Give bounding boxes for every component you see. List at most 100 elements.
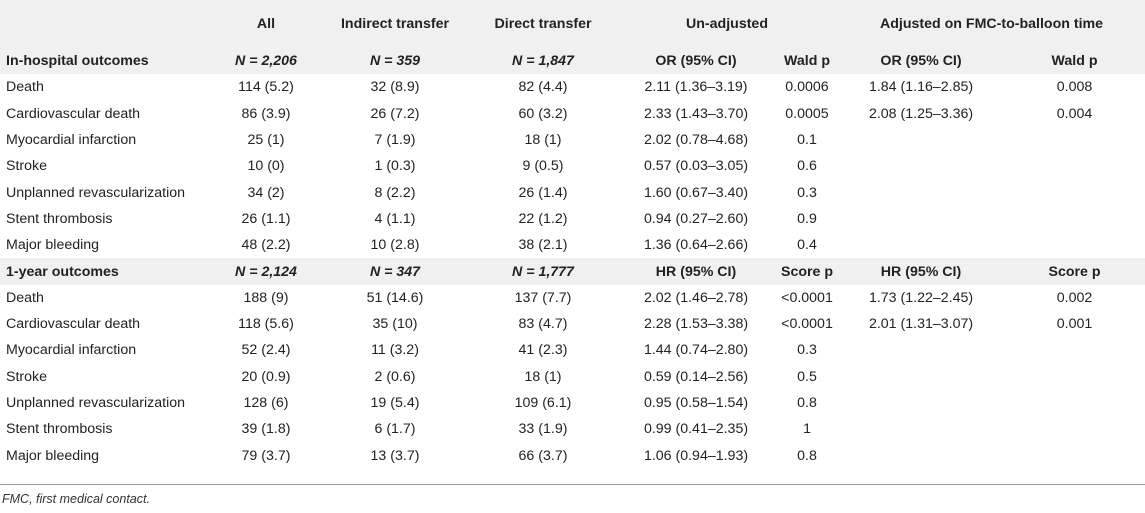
cell-unadj-p: 0.3 [797,342,817,359]
cell-all: 114 (5.2) [238,79,294,96]
cell-adj-est: 1.84 (1.16–2.85) [868,79,974,96]
section-title: 1-year outcomes [6,263,119,280]
cell-adj-p: 0.002 [1056,289,1093,306]
cell-all: 39 (1.8) [241,421,291,438]
table-header-row: All Indirect transfer Direct transfer Un… [0,0,1145,48]
cell-indirect: 35 (10) [372,316,418,333]
cell-indirect: 19 (5.4) [370,395,420,411]
row-label: Cardiovascular death [6,105,141,122]
cell-adj-est: 1.73 (1.22–2.45) [868,289,974,306]
cell-direct: 41 (2.3) [518,342,568,359]
cell-adj-est: 2.08 (1.25–3.36) [868,105,974,122]
cell-direct: 18 (1) [524,368,562,385]
cell-adj-p [1004,206,1145,232]
cell-unadj-p: 0.5 [797,368,817,385]
cell-indirect: 10 (2.8) [370,237,420,254]
cell-unadj-est: 2.11 (1.36–3.19) [644,79,748,96]
cell-direct: 38 (2.1) [518,237,568,254]
cell-direct: 33 (1.9) [518,421,568,438]
section-header-row: 1-year outcomes N = 2,124 N = 347 N = 1,777… [0,258,1145,285]
section-title: In-hospital outcomes [6,53,149,70]
cell-unadj-p: 0.9 [797,210,817,227]
table-row: Cardiovascular death 86 (3.9) 26 (7.2) 60 (… [0,101,1145,127]
table-body: In-hospital outcomes N = 2,206 N = 359 N = … [0,48,1145,469]
cell-unadj-p: 0.8 [797,447,817,464]
cell-adj-p [1004,179,1145,205]
cell-all: 25 (1) [247,132,285,149]
row-label: Death [6,79,44,96]
table-row: Stent thrombosis 26 (1.1) 4 (1.1) 22 (1.2) 0… [0,206,1145,232]
table-row: Cardiovascular death 118 (5.6) 35 (10) 83 (… [0,311,1145,337]
row-label: Unplanned revascularization [6,184,186,201]
cell-indirect: 8 (2.2) [374,184,416,201]
cell-unadj-est: 0.59 (0.14–2.56) [643,368,749,385]
cell-adj-p [1004,390,1145,416]
cell-unadj-p: <0.0001 [781,316,833,333]
cell-adj-p [1004,364,1145,390]
cell-unadj-est: 0.95 (0.58–1.54) [643,395,749,411]
cell-direct: 109 (6.1) [514,395,572,411]
cell-indirect: 4 (1.1) [374,210,416,227]
cell-all: 79 (3.7) [241,447,291,464]
cell-direct: 137 (7.7) [514,289,572,306]
footnote-divider [0,484,1145,485]
section-n-indirect: N = 359 [369,53,421,70]
cell-unadj-est: 2.33 (1.43–3.70) [643,105,749,122]
cell-all: 118 (5.6) [238,316,294,333]
footnote: FMC, first medical contact. [2,492,150,506]
cell-indirect: 26 (7.2) [370,105,420,122]
section-n-direct: N = 1,777 [512,263,574,280]
section-n-indirect: N = 347 [369,263,421,280]
cell-adj-est [838,232,1004,258]
cell-all: 188 (9) [243,289,289,306]
cell-adj-est [838,127,1004,153]
table-row: Stroke 10 (0) 1 (0.3) 9 (0.5) 0.57 (0.03–3.0… [0,153,1145,179]
row-label: Death [6,289,44,306]
section-n-direct: N = 1,847 [512,53,574,70]
header-all: All [256,16,276,32]
section-unadj-p: Wald p [784,53,830,70]
cell-adj-est [838,390,1004,416]
section-adj-p: Wald p [1051,53,1098,70]
table-row: Major bleeding 48 (2.2) 10 (2.8) 38 (2.1) 1.… [0,232,1145,258]
table-row: Myocardial infarction 25 (1) 7 (1.9) 18 (1)… [0,127,1145,153]
cell-indirect: 2 (0.6) [374,368,416,385]
table-row: Major bleeding 79 (3.7) 13 (3.7) 66 (3.7) 1.… [0,442,1145,468]
table-row: Stroke 20 (0.9) 2 (0.6) 18 (1) 0.59 (0.14–2.… [0,364,1145,390]
cell-all: 26 (1.1) [241,210,291,227]
cell-all: 52 (2.4) [241,342,291,359]
cell-all: 128 (6) [243,395,289,411]
cell-direct: 26 (1.4) [518,184,568,201]
cell-adj-est: 2.01 (1.31–3.07) [868,316,974,333]
cell-unadj-p: 0.0006 [785,79,829,96]
row-label: Stent thrombosis [6,421,113,438]
cell-adj-est [838,442,1004,468]
cell-unadj-p: <0.0001 [781,289,833,306]
row-label: Stent thrombosis [6,210,113,227]
cell-direct: 83 (4.7) [518,316,568,333]
cell-unadj-p: 0.1 [797,132,817,149]
section-adj-p: Score p [1048,263,1101,280]
table-row: Death 188 (9) 51 (14.6) 137 (7.7) 2.02 (1.46… [0,285,1145,311]
section-adj-est: HR (95% CI) [880,263,962,280]
cell-adj-p: 0.001 [1056,316,1093,333]
table-row: Stent thrombosis 39 (1.8) 6 (1.7) 33 (1.9) 0… [0,416,1145,442]
row-label: Stroke [6,158,48,175]
cell-adj-p [1004,127,1145,153]
cell-indirect: 51 (14.6) [366,289,424,306]
cell-unadj-p: 0.6 [797,158,817,175]
cell-unadj-est: 0.57 (0.03–3.05) [643,158,749,175]
section-header-row: In-hospital outcomes N = 2,206 N = 359 N = … [0,48,1145,75]
cell-direct: 22 (1.2) [518,210,568,227]
cell-direct: 82 (4.4) [518,79,568,96]
row-label: Major bleeding [6,447,100,464]
cell-indirect: 7 (1.9) [374,132,416,149]
cell-unadj-p: 0.0005 [785,105,829,122]
cell-unadj-est: 1.44 (0.74–2.80) [643,342,749,359]
section-n-all: N = 2,206 [235,53,297,70]
cell-unadj-p: 0.3 [797,184,817,201]
cell-unadj-p: 0.8 [797,395,817,411]
cell-adj-est [838,153,1004,179]
cell-indirect: 13 (3.7) [370,447,420,464]
